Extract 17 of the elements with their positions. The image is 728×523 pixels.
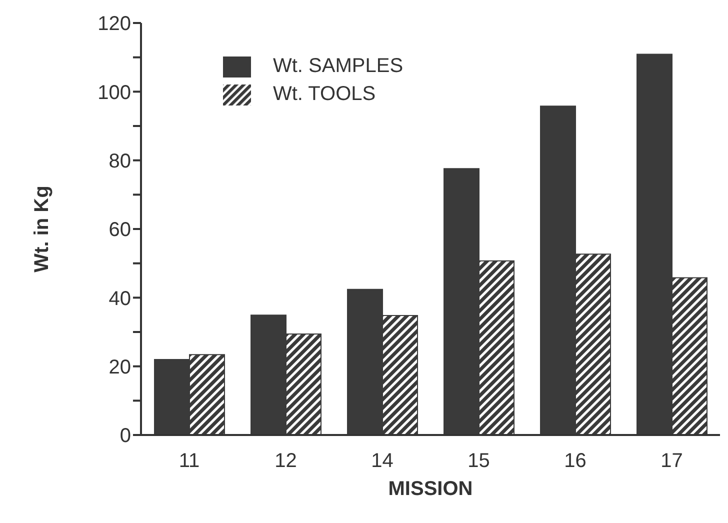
x-tick-label: 16 [564, 450, 586, 472]
y-tick-label: 100 [98, 82, 131, 104]
y-tick-label: 80 [108, 150, 131, 172]
x-tick-label: 14 [371, 450, 394, 472]
legend-label: Wt. SAMPLES [273, 55, 404, 78]
y-tick-label: 20 [108, 356, 131, 378]
x-tick-label: 17 [660, 450, 683, 472]
y-tick-label: 40 [108, 288, 131, 310]
y-tick-label: 120 [98, 13, 131, 36]
y-tick-label: 60 [108, 219, 131, 242]
x-tick-label: 15 [468, 450, 490, 472]
x-tick-label: 11 [178, 450, 200, 472]
x-axis-title: MISSION [388, 478, 473, 500]
y-tick-label: 0 [120, 425, 131, 448]
x-tick-label: 12 [274, 450, 297, 472]
legend-label: Wt. TOOLS [273, 83, 376, 106]
y-axis-title: Wt. in Kg [31, 186, 54, 272]
